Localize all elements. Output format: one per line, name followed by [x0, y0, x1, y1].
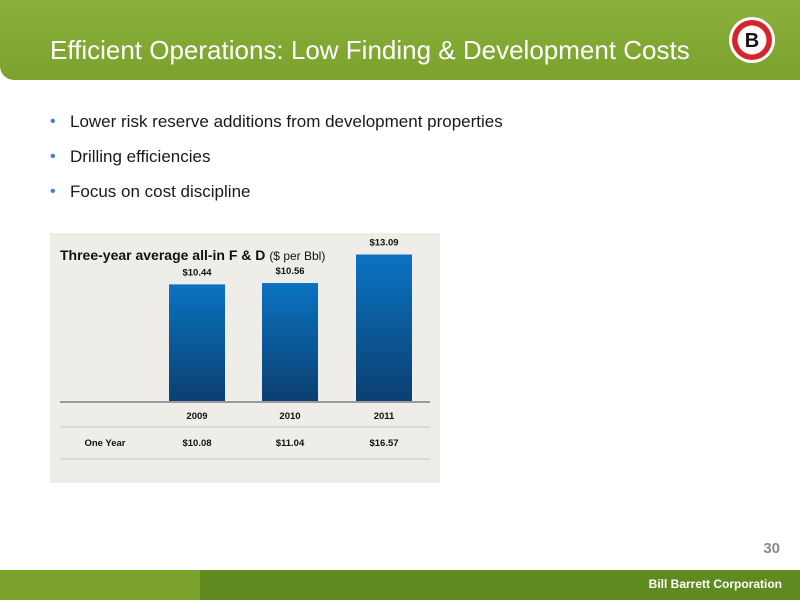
table-cell-one-year: $11.04: [276, 438, 305, 449]
bullet-text: Focus on cost discipline: [70, 182, 251, 201]
x-tick-label: 2011: [374, 411, 395, 422]
company-logo-icon: B: [729, 17, 775, 63]
bar-value-label: $10.56: [275, 266, 304, 277]
table-cell-one-year: $10.08: [182, 438, 211, 449]
bullet-item: • Focus on cost discipline: [48, 180, 503, 215]
chart-unit-label: ($ per Bbl): [269, 249, 326, 263]
bar-value-label: $10.44: [182, 267, 212, 278]
table-cell-one-year: $16.57: [369, 438, 398, 449]
bullet-item: • Drilling efficiencies: [48, 145, 503, 180]
logo-letter: B: [745, 30, 759, 52]
bullet-text: Drilling efficiencies: [70, 147, 211, 166]
bar-chart: $10.44 2009 $10.08 $10.56 2010 $11.04 $13.09 20…: [60, 238, 430, 460]
bullet-list: • Lower risk reserve additions from devel…: [48, 110, 503, 215]
title-bar: Efficient Operations: Low Finding & Deve…: [0, 0, 800, 80]
footer-company-name: Bill Barrett Corporation: [648, 577, 782, 591]
chart-title: Three-year average all-in F & D ($ per B…: [60, 247, 325, 263]
bullet-item: • Lower risk reserve additions from devel…: [48, 110, 503, 145]
table-row-label: One Year: [84, 438, 125, 449]
bullet-dot-icon: •: [50, 113, 56, 130]
footer-bar-left: [0, 570, 200, 600]
footer-bar-right: Bill Barrett Corporation: [200, 570, 800, 600]
bar-value-label: $13.09: [369, 238, 398, 249]
chart-title-text: Three-year average all-in F & D: [60, 247, 266, 263]
page-number: 30: [763, 540, 780, 557]
bar-2011: [356, 254, 412, 402]
bullet-dot-icon: •: [50, 148, 56, 165]
bar-2009: [169, 284, 225, 402]
x-tick-label: 2009: [186, 411, 207, 422]
x-tick-label: 2010: [279, 411, 300, 422]
chart-panel: $10.44 2009 $10.08 $10.56 2010 $11.04 $13.09 20…: [50, 233, 440, 483]
bullet-text: Lower risk reserve additions from develo…: [70, 112, 503, 131]
slide-title: Efficient Operations: Low Finding & Deve…: [50, 35, 690, 65]
bullet-dot-icon: •: [50, 183, 56, 200]
bar-2010: [262, 283, 318, 402]
